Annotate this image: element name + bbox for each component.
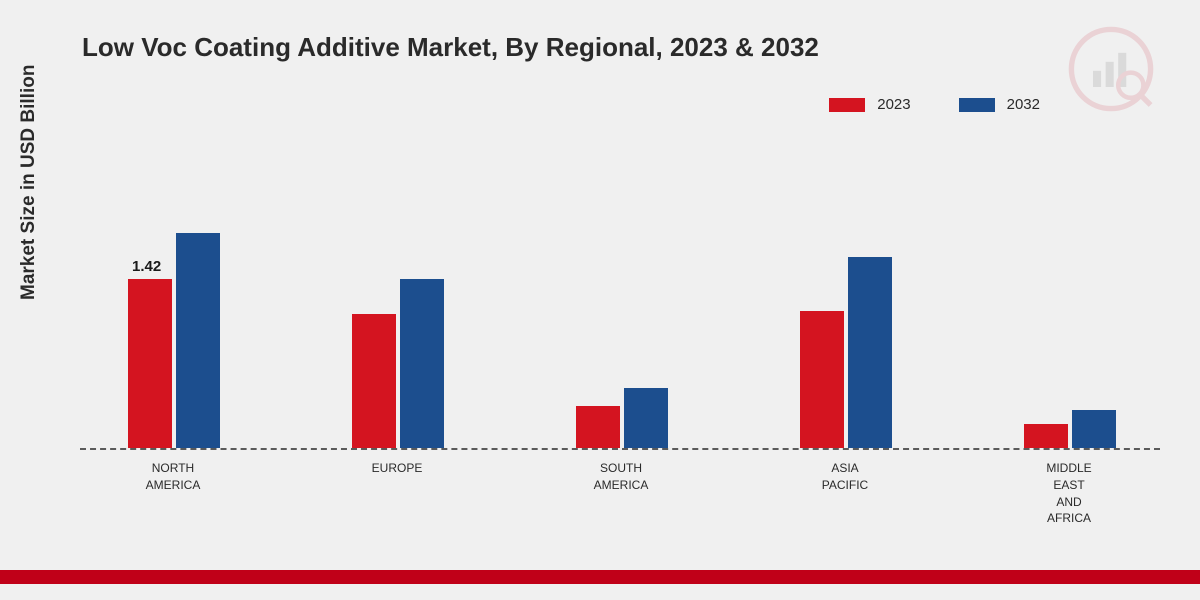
watermark-logo-icon (1066, 24, 1156, 114)
x-axis-label: EUROPE (312, 460, 482, 477)
legend-item-2023: 2023 (829, 96, 910, 113)
bar-group (1024, 410, 1116, 448)
x-axis-label: ASIA PACIFIC (760, 460, 930, 494)
chart-title: Low Voc Coating Additive Market, By Regi… (82, 32, 819, 63)
y-axis-label: Market Size in USD Billion (18, 65, 40, 300)
bar-group (800, 257, 892, 448)
bar-2032 (400, 279, 444, 448)
bar-2023 (352, 314, 396, 448)
legend: 2023 2032 (829, 96, 1040, 113)
bar-2032 (176, 233, 220, 448)
bar-2023 (576, 406, 620, 448)
bar-2023 (1024, 424, 1068, 448)
bar-group (352, 279, 444, 448)
bar-2032 (624, 388, 668, 448)
bar-group (576, 388, 668, 448)
legend-swatch-2032 (959, 98, 995, 112)
bar-2032 (1072, 410, 1116, 448)
legend-label-2023: 2023 (877, 96, 910, 113)
x-axis-label: SOUTH AMERICA (536, 460, 706, 494)
x-axis-label: MIDDLE EAST AND AFRICA (984, 460, 1154, 527)
bar-2023 (128, 279, 172, 448)
legend-item-2032: 2032 (959, 96, 1040, 113)
footer-accent-bar (0, 570, 1200, 584)
bar-value-label: 1.42 (132, 258, 161, 275)
x-axis-label: NORTH AMERICA (88, 460, 258, 494)
legend-label-2032: 2032 (1007, 96, 1040, 113)
legend-swatch-2023 (829, 98, 865, 112)
bar-2032 (848, 257, 892, 448)
bar-2023 (800, 311, 844, 448)
chart-plot-area: 1.42 (80, 140, 1160, 450)
